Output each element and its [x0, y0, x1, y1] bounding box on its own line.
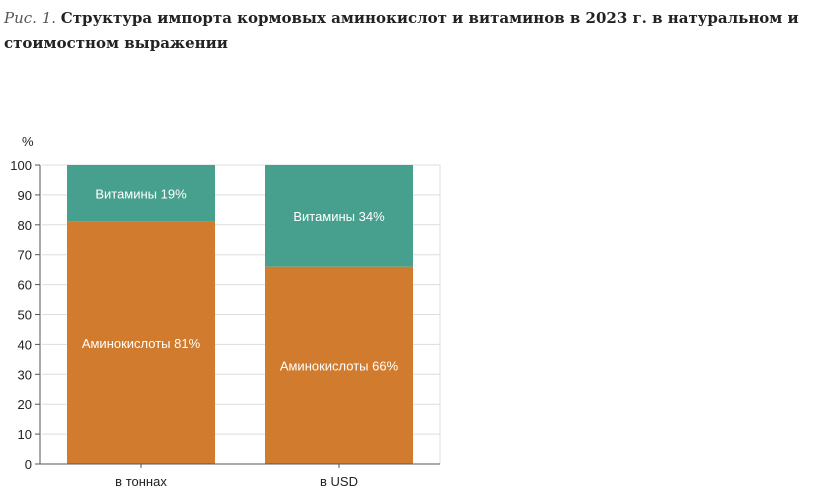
- figure-caption: Рис. 1. Структура импорта кормовых амино…: [4, 6, 812, 56]
- y-tick-label: 10: [18, 427, 32, 442]
- y-axis-label: %: [22, 134, 34, 149]
- y-tick-label: 90: [18, 188, 32, 203]
- x-category-label: в тоннах: [115, 474, 167, 489]
- y-tick-label: 0: [25, 457, 32, 472]
- bar-segment-amino: [265, 266, 413, 464]
- labels: Аминокислоты 81% Витамины 19% Аминокислоты…: [82, 186, 399, 373]
- y-tick-label: 100: [10, 158, 32, 173]
- y-tick-label: 70: [18, 248, 32, 263]
- bar-segment-vitamins: [67, 165, 215, 222]
- bar-label-amino: Аминокислоты 81%: [82, 336, 201, 351]
- bar-segment-vitamins: [265, 165, 413, 267]
- y-tick-label: 60: [18, 278, 32, 293]
- bar-label-vitamins: Витамины 34%: [293, 209, 385, 224]
- figure-title: Структура импорта кормовых аминокислот и…: [4, 9, 799, 52]
- x-category-label: в USD: [320, 474, 358, 489]
- bars: [67, 165, 413, 464]
- y-tick-label: 80: [18, 218, 32, 233]
- y-axis: 0 10 20 30 40 50 60 70 80 90 100% в тоннах в USD: [10, 134, 440, 489]
- figure-number: Рис. 1.: [4, 9, 57, 27]
- y-tick-label: 40: [18, 337, 32, 352]
- y-tick-label: 50: [18, 308, 32, 323]
- bar-label-amino: Аминокислоты 66%: [280, 358, 399, 373]
- bar-segment-amino: [67, 221, 215, 464]
- bar-label-vitamins: Витамины 19%: [95, 186, 187, 201]
- y-tick-label: 20: [18, 397, 32, 412]
- y-tick-label: 30: [18, 367, 32, 382]
